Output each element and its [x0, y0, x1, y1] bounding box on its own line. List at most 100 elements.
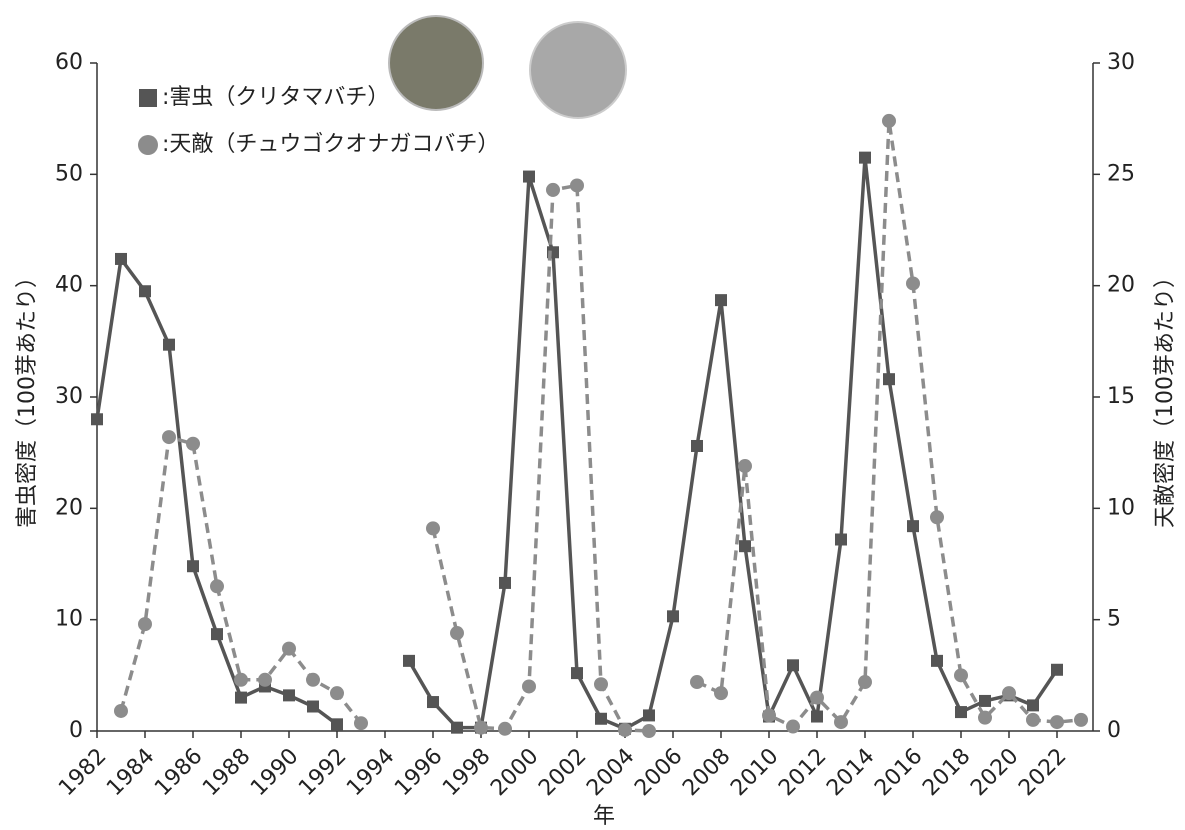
- point: [618, 722, 632, 737]
- point: [858, 675, 872, 690]
- point: [667, 610, 679, 623]
- point: [810, 690, 824, 705]
- point: [163, 338, 175, 351]
- point: [1050, 715, 1064, 730]
- point: [739, 540, 751, 553]
- point: [187, 560, 199, 573]
- y-tick-label: 60: [55, 50, 83, 75]
- series-line: [119, 120, 1082, 733]
- pest-photo: [388, 15, 484, 111]
- point: [979, 694, 991, 707]
- point: [595, 712, 607, 725]
- x-tick-label: 2002: [534, 744, 591, 801]
- point: [762, 708, 776, 723]
- point: [162, 430, 176, 445]
- point: [594, 677, 608, 692]
- point: [523, 170, 535, 183]
- point: [474, 720, 488, 735]
- point: [306, 672, 320, 687]
- x-tick-label: 1982: [54, 744, 111, 801]
- legend-label: :害虫（クリタマバチ）: [162, 85, 389, 110]
- point: [403, 654, 415, 667]
- y2-axis-label: 天敵密度（100芽あたり）: [1153, 266, 1178, 528]
- point: [882, 113, 896, 128]
- point: [1027, 699, 1039, 712]
- point: [978, 710, 992, 725]
- point: [115, 252, 127, 265]
- x-tick-label: 2004: [582, 744, 639, 801]
- x-tick-label: 2020: [966, 744, 1023, 801]
- point: [114, 703, 128, 718]
- point: [811, 710, 823, 723]
- y-tick-label: 10: [55, 607, 83, 632]
- point: [930, 510, 944, 525]
- point: [954, 668, 968, 683]
- legend-label: :天敵（チュウゴクオナガコバチ）: [162, 132, 499, 157]
- point: [1026, 712, 1040, 727]
- x-tick-label: 1994: [342, 744, 399, 801]
- x-axis-label: 年: [593, 804, 615, 829]
- point: [883, 373, 895, 386]
- point: [138, 617, 152, 632]
- y-axis-label: 害虫密度（100芽あたり）: [15, 266, 40, 528]
- x-tick-label: 1986: [150, 744, 207, 801]
- point: [450, 626, 464, 641]
- point: [931, 654, 943, 667]
- x-tick-label: 2008: [678, 744, 735, 801]
- point: [210, 579, 224, 594]
- enemy-photo: [529, 21, 627, 119]
- point: [282, 641, 296, 656]
- x-tick-label: 2016: [870, 744, 927, 801]
- point: [331, 718, 343, 731]
- y-tick-label: 40: [55, 273, 83, 298]
- point: [643, 709, 655, 722]
- point: [258, 672, 272, 687]
- x-tick-label: 2000: [486, 744, 543, 801]
- y2-tick-label: 25: [1107, 161, 1135, 186]
- point: [907, 520, 919, 533]
- point: [498, 721, 512, 736]
- y2-tick-label: 5: [1107, 607, 1121, 632]
- x-tick-label: 1990: [246, 744, 303, 801]
- point: [426, 521, 440, 536]
- y2-tick-label: 20: [1107, 273, 1135, 298]
- point: [139, 285, 151, 298]
- legend-marker: [139, 89, 157, 107]
- point: [211, 628, 223, 641]
- point: [186, 436, 200, 451]
- point: [354, 716, 368, 731]
- point: [714, 686, 728, 701]
- x-tick-label: 1992: [294, 744, 351, 801]
- point: [690, 675, 704, 690]
- x-tick-label: 2012: [774, 744, 831, 801]
- point: [738, 459, 752, 474]
- point: [906, 276, 920, 291]
- point: [427, 696, 439, 709]
- point: [1051, 663, 1063, 676]
- y2-tick-label: 10: [1107, 495, 1135, 520]
- point: [307, 700, 319, 713]
- point: [835, 533, 847, 546]
- point: [91, 413, 103, 426]
- point: [571, 667, 583, 680]
- point: [786, 719, 800, 734]
- point: [283, 689, 295, 702]
- x-tick-label: 2022: [1014, 744, 1071, 801]
- point: [499, 576, 511, 589]
- y2-tick-label: 30: [1107, 50, 1135, 75]
- y2-tick-label: 0: [1107, 718, 1121, 743]
- point: [642, 724, 656, 738]
- x-tick-label: 2006: [630, 744, 687, 801]
- series-line: [95, 157, 1059, 731]
- y2-tick-label: 15: [1107, 384, 1135, 409]
- x-tick-label: 1998: [438, 744, 495, 801]
- y-tick-label: 50: [55, 161, 83, 186]
- point: [234, 672, 248, 687]
- x-tick-label: 1984: [102, 744, 159, 801]
- y-tick-label: 0: [69, 718, 83, 743]
- point: [1002, 686, 1016, 701]
- x-tick-label: 2010: [726, 744, 783, 801]
- point: [451, 721, 463, 734]
- y-tick-label: 20: [55, 495, 83, 520]
